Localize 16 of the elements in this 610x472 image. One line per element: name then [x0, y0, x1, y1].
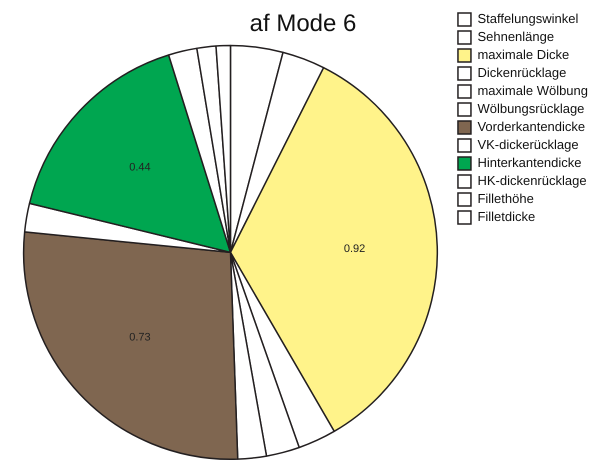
legend-label: Vorderkantendicke [477, 119, 586, 134]
legend-label: HK-dickenrücklage [477, 173, 587, 188]
legend-label: VK-dickerücklage [477, 137, 579, 152]
legend-label: maximale Dicke [477, 47, 570, 62]
data-label: 0.73 [129, 331, 151, 344]
data-label: 0.44 [129, 162, 151, 174]
legend-label: Hinterkantendicke [477, 155, 582, 170]
legend-label: Dickenrücklage [477, 65, 566, 80]
legend-label: Staffelungswinkel [477, 11, 578, 26]
legend-label: Sehnenlänge [477, 29, 554, 44]
legend-label: Filletdicke [477, 209, 536, 224]
data-label: 0.92 [344, 242, 366, 255]
legend-label: maximale Wölbung [477, 83, 588, 98]
legend-label: Wölbungsrücklage [477, 101, 584, 116]
legend-label: Fillethöhe [477, 191, 534, 206]
chart-title: af Mode 6 [250, 10, 356, 38]
